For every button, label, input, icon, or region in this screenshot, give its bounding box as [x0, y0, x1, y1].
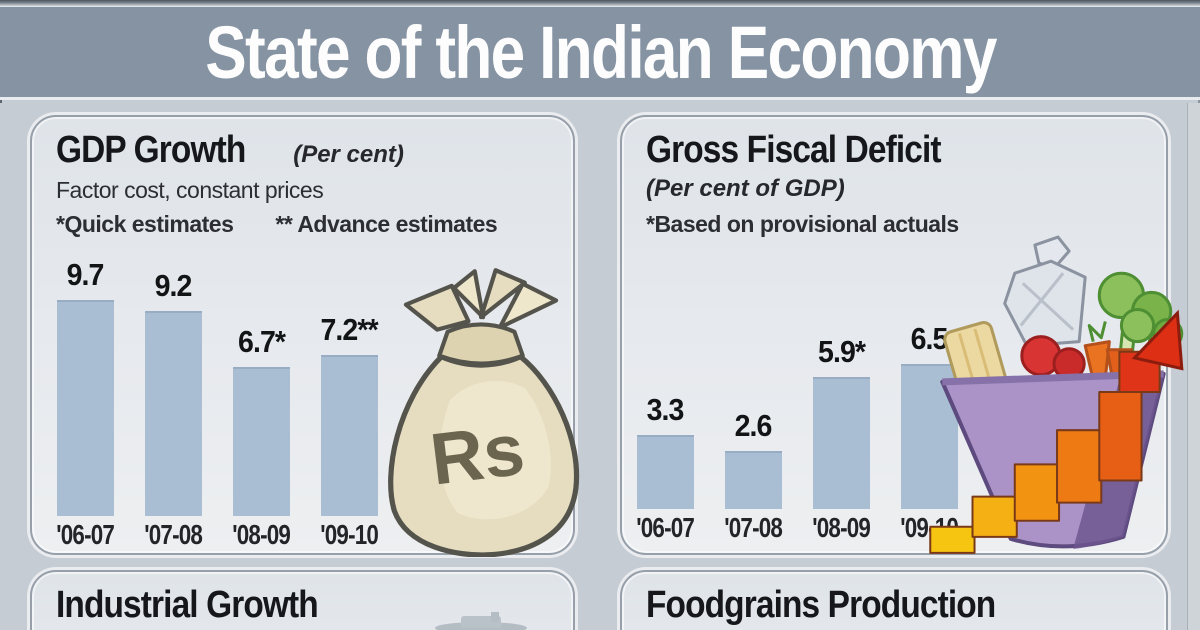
bar-column-'09-10: 7.2** '09-10: [320, 312, 380, 550]
page-title: State of the Indian Economy: [204, 10, 997, 94]
money-bag-illustration: Rs: [388, 268, 580, 557]
gdp-bar-chart: 9.7 '06-07 9.2 '07-08 6.7* '08-09 7.2** '09-10: [56, 257, 380, 550]
industrial-panel-title: Industrial Growth: [56, 584, 319, 626]
bar-category-label: '07-08: [144, 519, 204, 550]
bar-category-label: '08-09: [232, 519, 292, 550]
fiscal-note-provisional: *Based on provisional actuals: [646, 211, 959, 237]
fiscal-panel-title: Gross Fiscal Deficit: [646, 129, 942, 171]
bar-category-label: '06-07: [636, 512, 696, 543]
bar-value-label: 5.9*: [817, 334, 866, 369]
gdp-panel-notes: *Quick estimates ** Advance estimates: [56, 211, 498, 238]
fiscal-bar-chart: 3.3 '06-07 2.6 '07-08 5.9* '08-09 6.5'09-10: [636, 321, 960, 543]
panel-foodgrains-production: Foodgrains Production: [620, 570, 1168, 630]
gdp-panel-subtitle: Factor cost, constant prices: [56, 177, 324, 203]
bar-category-label: '07-08: [724, 512, 784, 543]
bar-value-label: 9.7: [67, 257, 105, 292]
bar: [233, 367, 290, 516]
money-bag-rs-label: Rs: [426, 409, 529, 501]
bar-category-label: '08-09: [812, 512, 872, 543]
bar: [321, 355, 378, 516]
fiscal-panel-unit: (Per cent of GDP): [646, 175, 845, 202]
bar-column-'07-08: 9.2 '07-08: [144, 268, 204, 550]
gdp-panel-title: GDP Growth: [56, 129, 246, 171]
bar-category-label: '06-07: [56, 519, 116, 550]
bar: [813, 377, 870, 509]
gdp-panel-unit: (Per cent): [293, 141, 404, 168]
bar-column-'06-07: 9.7 '06-07: [56, 257, 116, 550]
bar-column-'09-10: 6.5'09-10: [901, 321, 960, 543]
industrial-panel-head: Industrial Growth: [56, 584, 354, 627]
bar-column-'08-09: 6.7* '08-09: [232, 324, 292, 550]
bar-value-label: 6.5: [911, 321, 949, 356]
gdp-panel-head: GDP Growth (Per cent): [56, 129, 404, 172]
bar-value-label: 2.6: [735, 408, 773, 443]
bar: [145, 311, 202, 516]
panel-gdp-growth: GDP Growth (Per cent) Factor cost, const…: [30, 115, 580, 557]
panel-gross-fiscal-deficit: Gross Fiscal Deficit (Per cent of GDP) *…: [620, 115, 1184, 555]
bar-value-label: 7.2**: [320, 312, 379, 347]
bar-column-'06-07: 3.3 '06-07: [636, 392, 696, 543]
bar-category-label: '09-10: [320, 519, 380, 550]
foodgrains-panel-title: Foodgrains Production: [646, 584, 996, 626]
bar-column-'07-08: 2.6 '07-08: [724, 408, 784, 543]
bar-column-'08-09: 5.9* '08-09: [812, 334, 872, 543]
right-frame: [1187, 103, 1200, 630]
foodgrains-panel-head: Foodgrains Production: [646, 584, 1043, 627]
grocery-basket-illustration: [929, 235, 1184, 554]
fiscal-panel-head: Gross Fiscal Deficit: [646, 129, 981, 172]
gdp-note-quick-estimates: *Quick estimates: [56, 211, 234, 237]
panel-industrial-growth: Industrial Growth: [30, 570, 575, 630]
bar-value-label: 6.7*: [237, 324, 286, 359]
header: State of the Indian Economy: [0, 7, 1200, 100]
bar: [57, 300, 114, 516]
bar-value-label: 3.3: [647, 392, 685, 427]
bar: [725, 451, 782, 509]
bar-value-label: 9.2: [155, 268, 193, 303]
gdp-note-advance-estimates: ** Advance estimates: [275, 211, 498, 237]
factory-illustration-hint: [435, 612, 527, 630]
top-frame: [0, 0, 1200, 7]
bar: [637, 435, 694, 509]
